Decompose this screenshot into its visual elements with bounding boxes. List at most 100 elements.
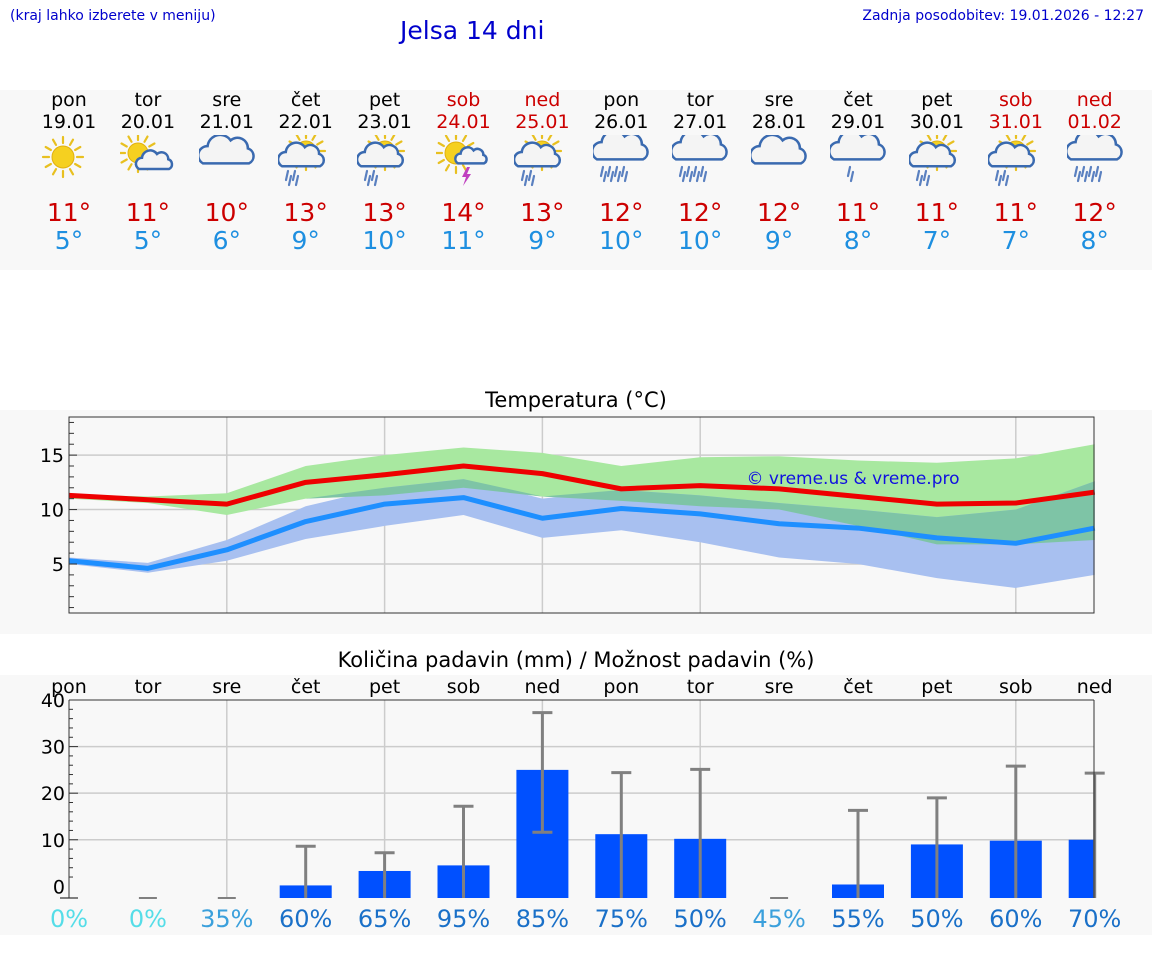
location-hint-link[interactable]: (kraj lahko izberete v meniju) [10, 8, 216, 24]
y-tick-label: 40 [41, 690, 65, 712]
precipitation-probability: 35% [200, 905, 253, 933]
forecast-day[interactable]: sob 31.01 11° 7° [976, 89, 1056, 255]
y-tick-label: 15 [40, 445, 64, 467]
forecast-day[interactable]: pon 19.01 11° 5° [29, 89, 109, 255]
forecast-day[interactable]: sre 21.01 10° 6° [187, 89, 267, 255]
x-category-label: čet [843, 676, 873, 698]
day-name: pet [368, 89, 401, 111]
x-category-label: tor [687, 676, 714, 698]
x-category-label: sob [999, 676, 1033, 698]
day-date: 20.01 [120, 111, 176, 133]
error-bar [453, 804, 474, 898]
min-temperature: 8° [843, 226, 873, 255]
temperature-chart: 5 10 15 © vreme.us & vreme.pro [40, 416, 1096, 614]
sun-rays [41, 135, 85, 179]
min-temperature: 9° [291, 226, 320, 255]
sun-thunder-icon [434, 131, 488, 186]
forecast-day[interactable]: sre 28.01 12° 9° [739, 89, 819, 255]
max-temperature: 11° [835, 198, 881, 227]
min-temperature: 7° [922, 226, 952, 255]
raindrops [363, 169, 378, 187]
cloud-icon [749, 133, 807, 165]
sun-cloud-rain-icon [513, 130, 563, 187]
precipitation-probability: 45% [752, 905, 805, 933]
min-temperature: 10° [362, 226, 407, 255]
cloud-rain-icon [670, 129, 728, 183]
day-date: 25.01 [515, 111, 570, 133]
day-name: tor [686, 89, 714, 111]
temperature-chart-title: Temperatura (°C) [485, 388, 667, 412]
day-date: 22.01 [278, 111, 333, 133]
x-category-label: ned [525, 676, 561, 698]
day-date: 27.01 [672, 111, 728, 133]
precipitation-probability: 75% [595, 905, 648, 933]
day-name: sre [764, 89, 794, 111]
forecast-day[interactable]: ned 01.02 12° 8° [1055, 89, 1135, 255]
precipitation-probability: 0% [129, 905, 167, 933]
max-temperature: 13° [362, 198, 407, 227]
x-category-label: sre [212, 676, 241, 698]
forecast-day[interactable]: čet 29.01 11° 8° [818, 89, 898, 255]
y-tick-label: 5 [52, 554, 64, 576]
max-temperature: 12° [756, 198, 802, 227]
min-temperature: 8° [1080, 226, 1109, 255]
precipitation-probability: 95% [437, 905, 490, 933]
x-category-label: pon [603, 676, 639, 698]
max-temperature: 14° [441, 198, 486, 227]
raindrops [915, 169, 930, 187]
x-category-label: čet [291, 676, 321, 698]
min-temperature: 9° [764, 226, 794, 255]
y-tick-label: 30 [41, 737, 65, 759]
sun-cloud-rain-icon [355, 130, 405, 187]
forecast-day[interactable]: pet 30.01 11° 7° [897, 89, 977, 255]
forecast-day[interactable]: ned 25.01 13° 9° [502, 89, 582, 255]
raindrops [521, 169, 536, 187]
day-name: ned [524, 89, 561, 111]
sun-cloud-rain-icon [907, 130, 957, 187]
y-tick-label: 10 [40, 500, 64, 522]
precipitation-probability: 70% [1068, 905, 1121, 933]
max-temperature: 12° [678, 198, 723, 227]
error-bar [532, 711, 553, 834]
forecast-day[interactable]: pon 26.01 12° 10° [581, 89, 661, 255]
precipitation-probability: 85% [516, 905, 569, 933]
x-category-label: tor [134, 676, 161, 698]
day-name: sob [446, 89, 481, 111]
precipitation-probability: 0% [50, 905, 88, 933]
forecast-day[interactable]: sob 24.01 14° 11° [424, 89, 504, 255]
error-bar [295, 844, 316, 898]
sun-cloud-icon [117, 132, 174, 174]
y-tick-label: 10 [41, 830, 65, 852]
forecast-day[interactable]: tor 20.01 11° 5° [108, 89, 188, 255]
day-name: ned [1076, 89, 1113, 111]
overlap-band [69, 479, 1095, 545]
forecast-day[interactable]: tor 27.01 12° 10° [660, 89, 740, 255]
last-update-label: Zadnja posodobitev: 19.01.2026 - 12:27 [862, 8, 1144, 24]
day-date: 23.01 [357, 111, 412, 133]
x-category-label: pon [51, 676, 87, 698]
raindrops [284, 169, 299, 187]
x-category-label: pet [369, 676, 400, 698]
error-bar [848, 808, 868, 898]
x-category-label: sob [447, 676, 481, 698]
max-temperature: 12° [599, 198, 644, 227]
max-temperature: 13° [520, 198, 565, 227]
min-temperature: 5° [133, 226, 163, 255]
day-name: pon [603, 89, 640, 111]
day-date: 26.01 [594, 111, 649, 133]
min-temperature: 11° [441, 226, 486, 255]
raindrops [679, 165, 708, 183]
error-bar [1005, 764, 1026, 898]
precipitation-probability: 55% [831, 905, 884, 933]
day-name: sob [999, 89, 1033, 111]
forecast-day[interactable]: pet 23.01 13° 10° [345, 89, 425, 255]
min-temperature-line [68, 495, 1096, 571]
watermark: © vreme.us & vreme.pro [746, 469, 959, 489]
max-temperature: 12° [1072, 198, 1117, 227]
forecast-day[interactable]: čet 22.01 13° 9° [266, 89, 346, 255]
cloud-light-rain-icon [828, 129, 886, 183]
precipitation-bar [1068, 839, 1095, 898]
precipitation-chart-title: Količina padavin (mm) / Možnost padavin … [337, 648, 815, 672]
error-bar [926, 796, 947, 898]
